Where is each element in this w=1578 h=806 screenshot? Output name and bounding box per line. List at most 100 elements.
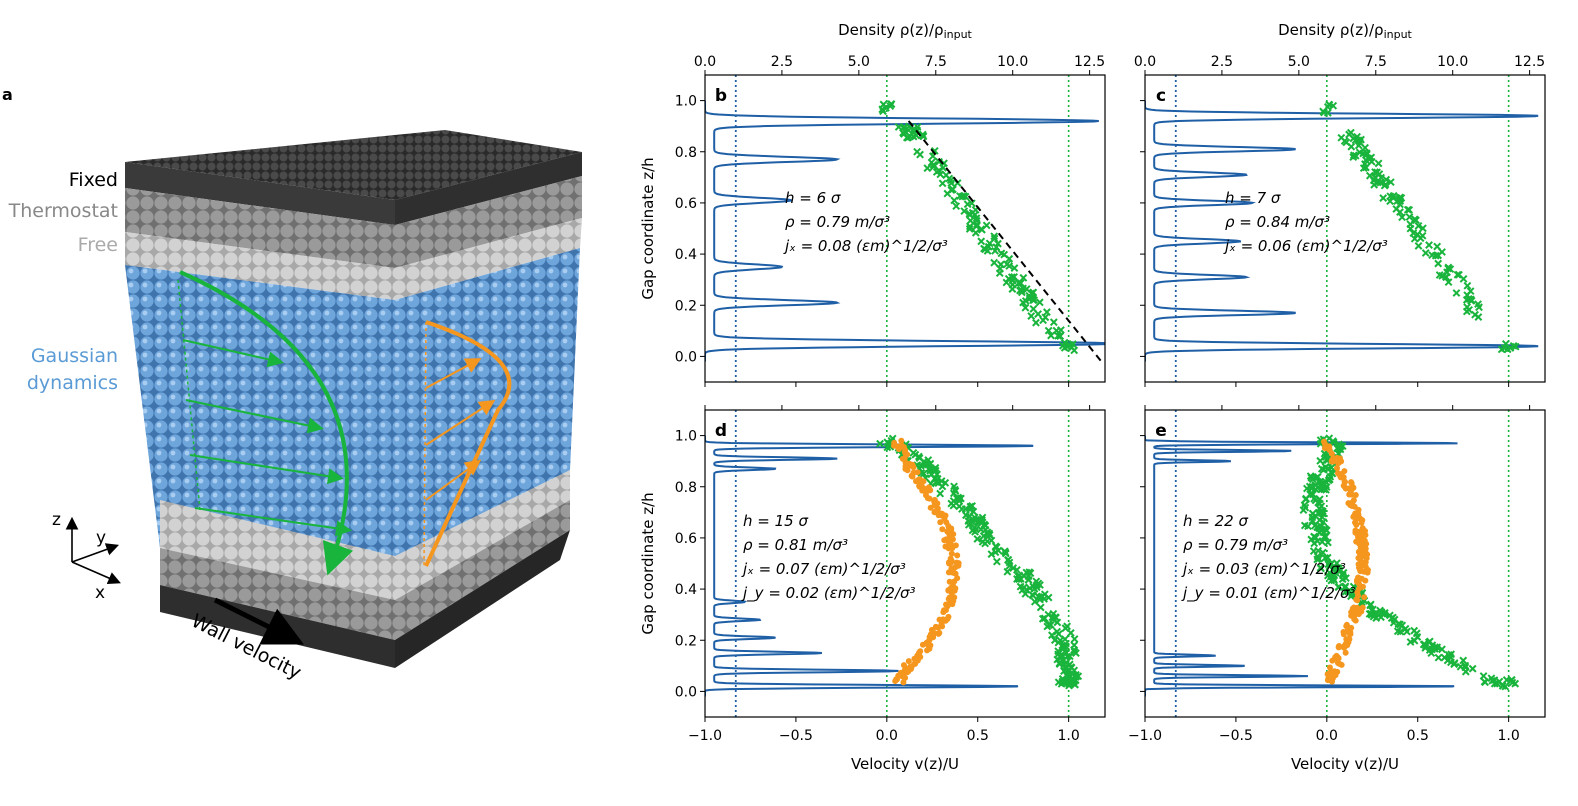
top-tick-label: 12.5 bbox=[1074, 54, 1105, 70]
panel-e: e h = 22 σ ρ = 0.79 m/σ³ jₓ = 0.03 (εm)^1/2… bbox=[1128, 405, 1546, 773]
vy-point bbox=[1358, 531, 1365, 538]
annotation-line: h = 6 σ bbox=[785, 189, 841, 207]
annotation-line: jₓ = 0.07 (εm)^1/2/σ³ bbox=[741, 560, 906, 578]
axes-frame bbox=[1144, 409, 1546, 718]
vx-point bbox=[923, 164, 932, 173]
vx-point bbox=[1004, 556, 1012, 564]
vy-point bbox=[952, 564, 959, 571]
vx-point bbox=[938, 482, 947, 491]
vx-point bbox=[1325, 568, 1334, 577]
vx-point bbox=[1035, 298, 1044, 307]
vy-point bbox=[1342, 485, 1349, 492]
vy-point bbox=[905, 668, 912, 675]
panel-c: c h = 7 σ ρ = 0.84 m/σ³ jₓ = 0.06 (εm)^1/2/… bbox=[1134, 21, 1546, 387]
vx-point bbox=[1056, 332, 1065, 341]
vx-point bbox=[1043, 622, 1052, 631]
annotation-line: ρ = 0.79 m/σ³ bbox=[785, 213, 890, 231]
vx-point bbox=[1322, 485, 1330, 494]
thermostat-layer-right bbox=[395, 176, 582, 268]
vx-point bbox=[1313, 555, 1322, 564]
vx-wall-point bbox=[878, 105, 887, 114]
annotation-line: j_y = 0.01 (εm)^1/2/σ³ bbox=[1181, 584, 1356, 603]
vx-wall-point bbox=[1071, 680, 1079, 689]
axis-x-line bbox=[71, 561, 121, 585]
top-axis-title: Density ρ(z)/ρinput bbox=[1278, 21, 1412, 41]
green-profile-curve bbox=[179, 270, 354, 576]
vx-point bbox=[1447, 650, 1456, 659]
vy-point bbox=[911, 660, 918, 667]
vx-wall-point bbox=[1060, 343, 1069, 352]
vx-point bbox=[1329, 575, 1338, 583]
annotation-line: ρ = 0.79 m/σ³ bbox=[1183, 536, 1288, 554]
vx-point bbox=[1054, 331, 1063, 340]
green-arrow-2 bbox=[185, 399, 324, 434]
vx-point bbox=[1338, 575, 1347, 584]
fluid-right bbox=[395, 248, 580, 592]
x-tick-label: 0.5 bbox=[967, 728, 989, 744]
vy-point bbox=[898, 437, 905, 444]
density-curve bbox=[705, 435, 1034, 697]
vx-point bbox=[1036, 581, 1044, 589]
y-tick-label: 0.0 bbox=[675, 684, 697, 700]
vx-point bbox=[949, 501, 958, 510]
annotation-line: jₓ = 0.06 (εm)^1/2/σ³ bbox=[1223, 237, 1388, 255]
vx-point bbox=[1438, 248, 1446, 256]
x-tick-label: 0.5 bbox=[1407, 728, 1429, 744]
vx-point bbox=[1049, 318, 1058, 327]
axis-y-label: y bbox=[96, 528, 106, 548]
vx-point bbox=[978, 537, 987, 546]
vx-point bbox=[1013, 565, 1021, 574]
vy-point bbox=[1334, 465, 1341, 472]
x-axis-title: Velocity v(z)/U bbox=[1291, 755, 1399, 773]
vy-point bbox=[1349, 499, 1356, 506]
vx-point bbox=[1027, 312, 1036, 320]
y-tick-label: 1.0 bbox=[675, 429, 697, 445]
vx-point bbox=[1058, 656, 1066, 664]
vx-point bbox=[1003, 260, 1011, 269]
vx-point bbox=[936, 489, 945, 498]
axes-frame bbox=[1144, 74, 1546, 383]
vx-point bbox=[938, 179, 947, 188]
label-fixed: Fixed bbox=[69, 169, 118, 191]
vx-point bbox=[1315, 495, 1324, 504]
vy-point bbox=[906, 460, 913, 467]
vy-point bbox=[931, 630, 938, 637]
vx-point bbox=[1459, 274, 1468, 283]
vy-point bbox=[922, 492, 929, 499]
vx-point bbox=[1459, 656, 1468, 665]
vx-point bbox=[966, 222, 974, 231]
top-axis-title: Density ρ(z)/ρinput bbox=[838, 21, 972, 41]
x-tick-label: −0.5 bbox=[779, 728, 813, 744]
vx-point bbox=[1422, 641, 1430, 650]
vy-point bbox=[938, 621, 945, 628]
vx-point bbox=[1405, 213, 1414, 221]
vy-point bbox=[926, 636, 933, 643]
label-gaussian: Gaussian bbox=[31, 345, 118, 367]
vx-point bbox=[1402, 627, 1411, 636]
fixed-layer-right bbox=[395, 152, 582, 225]
vy-point bbox=[1360, 559, 1367, 566]
vx-point bbox=[1008, 280, 1017, 289]
vx-point bbox=[978, 225, 986, 234]
vx-point bbox=[1434, 259, 1443, 268]
vx-point bbox=[1043, 308, 1051, 316]
vx-point bbox=[1017, 288, 1026, 297]
plot-area-d bbox=[705, 410, 1083, 717]
vy-point bbox=[934, 505, 941, 512]
vx-point bbox=[1319, 528, 1328, 537]
vx-point bbox=[1317, 464, 1326, 473]
vx-point bbox=[1328, 469, 1337, 478]
vx-point bbox=[1474, 300, 1482, 309]
vx-point bbox=[1318, 537, 1327, 546]
vx-point bbox=[967, 199, 976, 208]
y-axis-title: Gap coordinate z/h bbox=[640, 157, 657, 299]
plot-area-b bbox=[705, 75, 1105, 382]
vx-point bbox=[987, 536, 996, 545]
vx-point bbox=[958, 192, 967, 201]
vy-point bbox=[1341, 478, 1348, 485]
axis-y-line bbox=[71, 543, 120, 563]
vx-point bbox=[1021, 303, 1030, 312]
vx-point bbox=[1321, 553, 1330, 562]
vy-point bbox=[924, 647, 931, 654]
vx-wall-point bbox=[1057, 679, 1066, 688]
